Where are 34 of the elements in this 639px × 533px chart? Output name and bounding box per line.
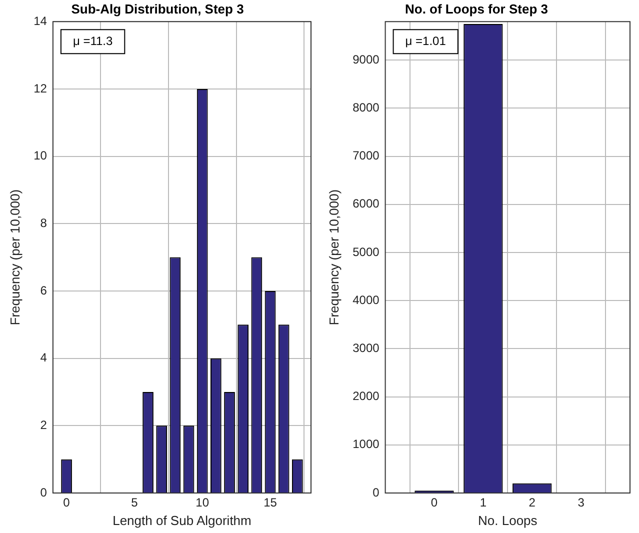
y-tick-label: 2: [40, 418, 48, 432]
x-axis-title: No. Loops: [478, 512, 538, 528]
x-tick-label: 15: [264, 496, 278, 510]
y-axis-title: Frequency (per 10,000): [326, 189, 342, 326]
y-tick-label: 5000: [352, 244, 380, 259]
y-tick-label: 1000: [352, 437, 380, 452]
x-tick-label: 3: [578, 496, 585, 510]
chart-title: No. of Loops for Step 3: [405, 1, 548, 16]
y-tick-label: 14: [34, 14, 48, 28]
y-tick-label: 12: [34, 81, 48, 96]
x-tick-label: 0: [430, 496, 438, 510]
y-tick-label: 0: [372, 485, 380, 500]
y-axis-title: Frequency (per 10,000): [7, 189, 22, 326]
annotation: μ =1.01: [405, 34, 446, 48]
x-axis-title: Length of Sub Algorithm: [112, 512, 252, 528]
y-tick-label: 8: [40, 216, 48, 230]
y-tick-label: 6000: [352, 196, 380, 211]
x-tick-label: 10: [196, 496, 210, 510]
x-tick-label: 5: [131, 496, 138, 510]
y-tick-label: 2000: [352, 389, 380, 404]
y-tick-label: 6: [40, 283, 48, 298]
y-tick-label: 10: [34, 148, 48, 163]
y-tick-label: 4000: [352, 292, 380, 307]
x-tick-label: 1: [480, 496, 487, 510]
x-tick-label: 2: [528, 496, 536, 510]
y-tick-label: 8000: [352, 100, 380, 114]
annotation: μ =11.3: [72, 34, 113, 48]
y-tick-label: 4: [40, 350, 48, 365]
x-tick-label: 0: [63, 496, 70, 510]
y-tick-label: 9000: [352, 52, 380, 66]
y-tick-label: 3000: [352, 341, 380, 356]
chart-title: Sub-Alg Distribution, Step 3: [71, 1, 244, 16]
y-tick-label: 7000: [352, 148, 380, 163]
y-tick-label: 0: [40, 485, 48, 500]
